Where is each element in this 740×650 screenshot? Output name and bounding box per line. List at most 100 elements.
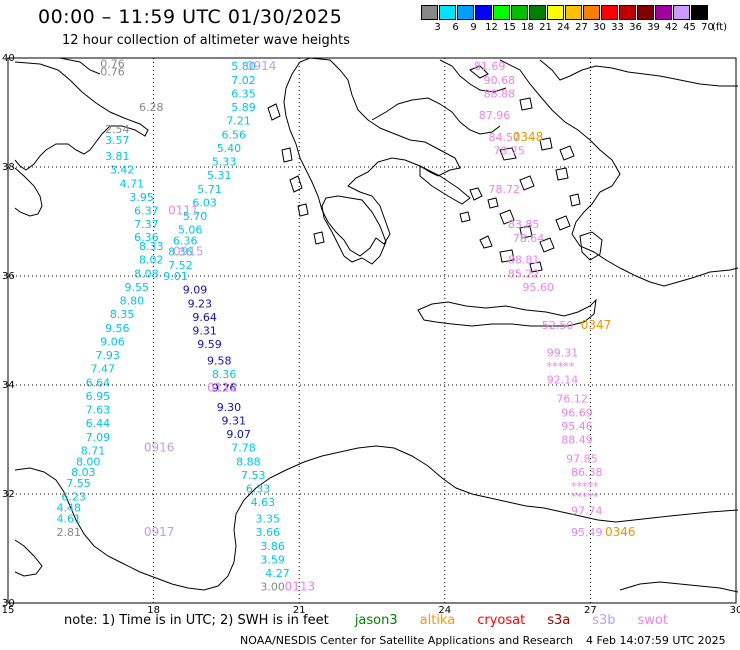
obs-value: 3.86 (260, 540, 285, 553)
obs-value: 5.89 (231, 101, 256, 114)
obs-value: 5.40 (217, 142, 242, 155)
obs-value: 3.95 (129, 191, 154, 204)
legend-swatch-33 (601, 5, 618, 20)
obs-value: 52.50 (542, 319, 574, 332)
obs-value: 6.56 (222, 128, 247, 141)
coast-italy-north (59, 57, 101, 75)
obs-value: 85.22 (508, 267, 539, 280)
obs-value: 9.31 (222, 414, 247, 427)
satellite-swot: swot (637, 613, 668, 628)
obs-value: 9.26 (212, 382, 237, 395)
coast-greece-2 (371, 97, 501, 135)
obs-value: 5.80 (231, 60, 256, 73)
obs-value: 99.31 (547, 346, 579, 359)
obs-value: 9.56 (105, 322, 130, 335)
obs-value: 92.14 (547, 374, 579, 387)
legend-label-42: 42 (665, 22, 678, 33)
obs-value: 9.58 (207, 354, 232, 367)
coast-turkey (499, 59, 739, 287)
obs-value: 78.64 (513, 232, 545, 245)
obs-value: 96.69 (561, 406, 593, 419)
legend-label-9: 9 (470, 22, 477, 33)
obs-value: 7.21 (226, 115, 251, 128)
obs-value: 9.30 (217, 401, 242, 414)
legend-label-39: 39 (647, 22, 660, 33)
obs-value: 8.02 (139, 254, 164, 267)
legend-swatch-30 (583, 5, 600, 20)
coast-north-aegean (439, 59, 575, 161)
lat-lon-grid (8, 58, 736, 603)
y-tick-36: 36 (2, 271, 15, 282)
coast-libya (14, 445, 739, 591)
altimeter-observations: 0.760.76 6.28 2.543.57 3.813.424.713.956.37… (57, 57, 603, 593)
obs-value: 95.49 (571, 526, 603, 539)
obs-value: 78.75 (493, 145, 525, 158)
legend-label-21: 21 (539, 22, 552, 33)
obs-value: 5.70 (183, 210, 208, 223)
obs-value: 6.64 (86, 376, 111, 389)
obs-value: 8.35 (110, 308, 135, 321)
obs-value: 8.71 (81, 444, 106, 457)
obs-value: 6.23 (61, 491, 86, 504)
pass-time-0916: 0916 (144, 441, 175, 455)
coast-rhodes (579, 231, 603, 261)
y-tick-30: 30 (2, 598, 15, 609)
obs-value: 9.07 (226, 428, 251, 441)
obs-value: 8.00 (76, 455, 101, 468)
obs-value: 6.36 (134, 231, 159, 244)
obs-value: 9.01 (163, 270, 188, 283)
obs-value: 8.08 (134, 267, 159, 280)
obs-value: 76.12 (556, 393, 588, 406)
legend-label-45: 45 (683, 22, 696, 33)
obs-value: 3.66 (256, 526, 281, 539)
obs-value: 88.81 (508, 254, 539, 267)
legend-swatch-45 (673, 5, 690, 20)
legend-swatch-9 (457, 5, 474, 20)
obs-value: 88.49 (561, 434, 593, 447)
coast-ionian-islands (267, 103, 325, 245)
obs-value: 97.74 (571, 504, 603, 517)
coast-italy (14, 61, 149, 171)
obs-value: 4.63 (251, 496, 276, 509)
obs-value: 3.57 (105, 134, 130, 147)
legend-swatch-24 (547, 5, 564, 20)
pass-time-0112: 0112 (207, 381, 238, 395)
obs-value: 4.71 (120, 177, 145, 190)
legend-swatch-36 (619, 5, 636, 20)
coast-turkey-north (539, 59, 738, 87)
legend-swatch-42 (655, 5, 672, 20)
pass-time-labels: 0914 0111 0915 0112 0916 0917 0113 0348 0347 0346 (144, 59, 636, 593)
pass-time-0914: 0914 (246, 59, 277, 73)
coast-sicily (14, 167, 43, 217)
legend-label-18: 18 (521, 22, 534, 33)
satellite-legend: jason3 altika cryosat s3a s3b swot (333, 613, 668, 628)
obs-value: 2.81 (57, 526, 82, 539)
obs-value: 7.93 (95, 349, 120, 362)
obs-value: 6.35 (231, 87, 256, 100)
obs-value: 7.53 (241, 469, 266, 482)
legend-unit: (ft) (712, 22, 728, 33)
obs-value: 97.85 (566, 453, 598, 466)
satellite-altika: altika (419, 613, 456, 628)
legend-label-6: 6 (452, 22, 459, 33)
note-prefix: note: 1) Time is in UTC; 2) SWH is in fe… (64, 613, 329, 628)
obs-value: 9.59 (197, 338, 222, 351)
pass-time-0111: 0111 (168, 204, 199, 218)
obs-value: 86.38 (571, 466, 603, 479)
obs-value: 90.68 (484, 74, 516, 87)
coast-evia (419, 165, 471, 205)
obs-value: 7.47 (91, 363, 116, 376)
satellite-s3b: s3b (592, 613, 616, 628)
credit-line: NOAA/NESDIS Center for Satellite Applica… (240, 634, 574, 647)
y-tick-40: 40 (2, 53, 15, 64)
legend-label-36: 36 (629, 22, 642, 33)
obs-value: 8.80 (120, 295, 145, 308)
map-title: 00:00 – 11:59 UTC 01/30/2025 (38, 6, 343, 28)
obs-value: 87.96 (479, 109, 511, 122)
legend-label-15: 15 (503, 22, 516, 33)
coast-libya-west (14, 539, 43, 577)
coast-islands (459, 137, 581, 273)
obs-value: 8.36 (168, 245, 193, 258)
y-tick-34: 34 (2, 380, 15, 391)
obs-value: 9.06 (100, 335, 125, 348)
